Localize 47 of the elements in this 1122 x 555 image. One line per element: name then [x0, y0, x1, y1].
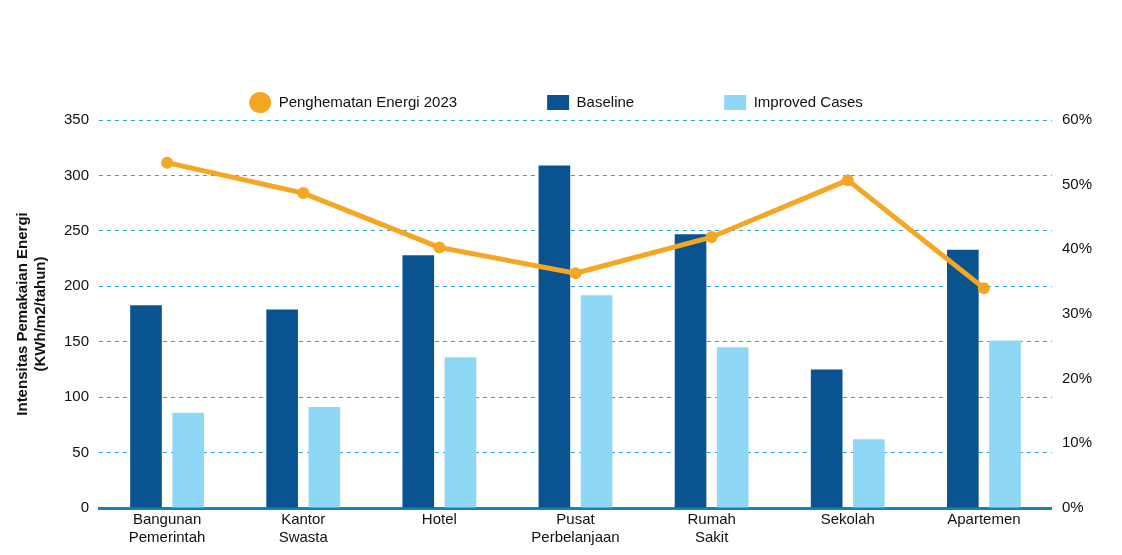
y-tick-label: 0	[80, 498, 90, 516]
bar	[308, 407, 341, 508]
bar	[716, 347, 749, 508]
y-tick-label: 300	[64, 165, 90, 183]
y-tick-label: 200	[64, 276, 90, 294]
x-tick-label: Sekolah	[820, 510, 875, 528]
legend-label: Improved Cases	[753, 92, 863, 110]
y-tick-label: 150	[64, 331, 90, 349]
bar	[946, 249, 979, 508]
bar	[989, 340, 1021, 508]
bar	[444, 357, 477, 508]
y-axis-title: Intensitas Pemakaian Energi (KWh/m2/tahun)	[13, 212, 49, 416]
bar	[172, 412, 205, 508]
point	[297, 187, 310, 200]
bar	[810, 369, 843, 508]
y2-tick-label: 60%	[1061, 110, 1093, 128]
x-tick-label: Rumah Sakit	[687, 510, 736, 546]
bar	[674, 234, 707, 508]
point	[841, 174, 854, 187]
bar	[580, 295, 613, 508]
x-tick-label: Bangunan Pemerintah	[128, 510, 206, 546]
y2-tick-label: 20%	[1061, 368, 1093, 386]
y2-tick-label: 10%	[1061, 433, 1093, 451]
point	[977, 282, 990, 295]
y-tick-label: 250	[64, 221, 90, 238]
point	[433, 241, 446, 254]
x-tick-label: Hotel	[421, 510, 457, 528]
y2-tick-label: 50%	[1061, 174, 1093, 192]
x-tick-label: Kantor Swasta	[278, 510, 329, 546]
y2-tick-label: 40%	[1061, 239, 1093, 257]
y2-tick-label: 30%	[1061, 304, 1093, 322]
legend-label: Baseline	[576, 92, 635, 110]
x-tick-label: Pusat Perbelanjaan	[531, 510, 620, 546]
bar	[538, 165, 571, 508]
y2-tick-label: 0%	[1061, 498, 1084, 516]
bar	[130, 305, 162, 508]
y-tick-label: 350	[64, 110, 90, 128]
point	[161, 156, 174, 169]
y-tick-label: 50	[72, 442, 90, 460]
bar	[266, 309, 298, 508]
point	[569, 267, 582, 280]
bar	[853, 439, 885, 508]
y-tick-label: 100	[64, 387, 90, 405]
x-tick-label: Apartemen	[947, 510, 1021, 528]
bar	[402, 255, 435, 508]
legend-label: Penghematan Energi 2023	[278, 92, 458, 110]
point	[705, 231, 718, 244]
